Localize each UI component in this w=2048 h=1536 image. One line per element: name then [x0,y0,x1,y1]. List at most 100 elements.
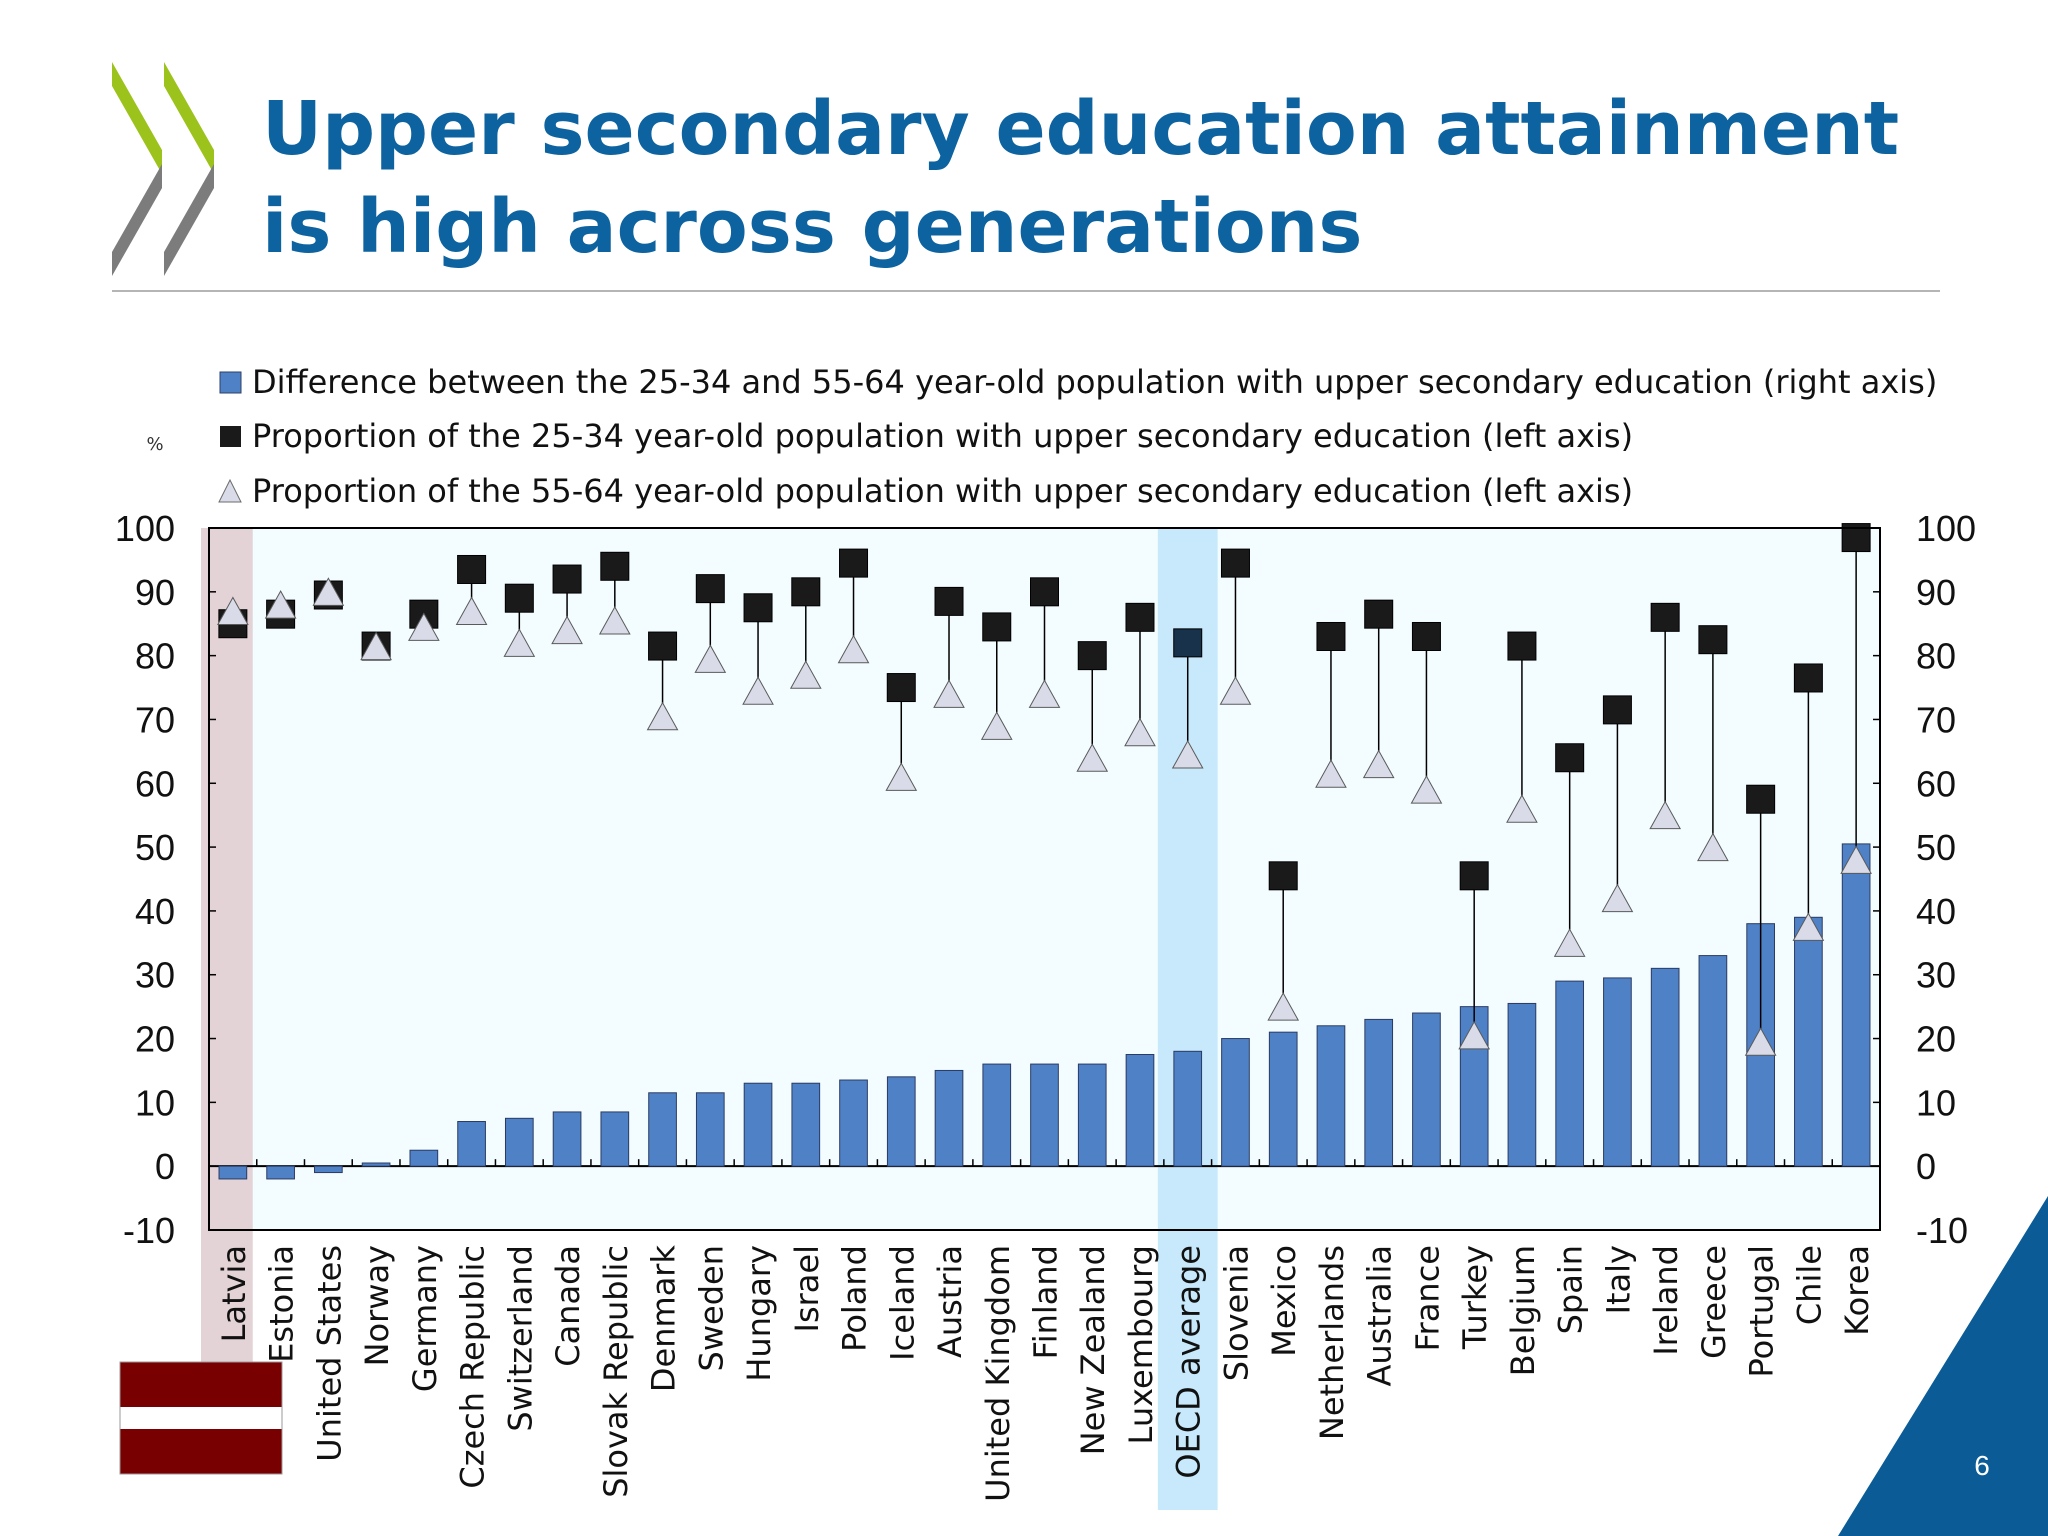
bar-difference [314,1165,343,1174]
category-label: Slovenia [1217,1245,1255,1381]
marker-age-25-34 [648,631,678,661]
bar-difference [886,1076,916,1167]
marker-age-55-64 [1219,676,1252,705]
category-label: Chile [1790,1245,1828,1325]
marker-age-25-34 [457,554,487,584]
marker-age-25-34 [743,593,773,623]
bar-difference [982,1063,1012,1167]
marker-age-55-64 [980,711,1013,740]
bar-difference [1221,1038,1250,1167]
marker-age-25-34 [934,586,964,616]
y-tick-label-left: 100 [115,508,175,549]
y-tick-label-left: 80 [135,636,175,677]
marker-age-25-34 [839,548,869,578]
marker-age-55-64 [742,676,774,705]
marker-age-55-64 [1792,912,1825,941]
legend-label-difference: Difference between the 25-34 and 55-64 y… [252,363,1937,401]
bar-difference [1077,1063,1107,1167]
marker-age-55-64 [933,679,965,708]
marker-age-55-64 [1362,749,1395,779]
bar-difference [1268,1031,1298,1167]
marker-age-25-34 [1698,625,1728,655]
bar-difference [1698,955,1728,1167]
bar-difference [1030,1063,1059,1167]
y-tick-label-right: -10 [1916,1210,1968,1251]
y-tick-label-right: 50 [1916,827,1956,868]
bar-difference [361,1162,391,1167]
plot-area: -10 -10 0 0 10 10 20 20 30 30 40 40 50 50 60 60 70 70 80 80… [115,508,1976,1510]
marker-age-25-34 [1316,621,1346,651]
marker-age-25-34 [1793,663,1823,693]
y-tick-label-right: 80 [1916,636,1956,677]
y-tick-label-right: 10 [1916,1082,1956,1123]
marker-age-25-34 [1077,641,1107,671]
legend-triangle-swatch [218,478,242,503]
marker-age-25-34 [1602,695,1632,725]
marker-age-55-64 [1267,992,1300,1021]
marker-age-25-34 [1030,577,1059,607]
y-tick-label-right: 30 [1916,955,1956,996]
y-tick-label-right: 40 [1916,891,1956,932]
marker-age-25-34 [982,612,1012,642]
bar-difference [1841,843,1871,1167]
marker-age-55-64 [694,644,727,673]
logo-chevron-grey-1 [112,164,162,276]
marker-age-55-64 [503,628,536,657]
y-tick-label-left: 50 [135,827,175,868]
marker-age-55-64 [1649,800,1682,830]
category-label: Hungary [740,1245,778,1382]
latvia-flag-white-stripe [120,1407,282,1429]
bar-difference [1507,1002,1537,1167]
marker-age-55-64 [217,596,249,625]
legend-square-swatch [220,426,241,447]
latvia-flag-border [119,1361,283,1475]
marker-age-55-64 [1076,743,1109,772]
marker-age-55-64 [646,701,679,731]
bar-difference [266,1165,295,1180]
percent-unit-label: % [146,434,163,455]
plot-frame [208,527,1881,1231]
y-tick-label-right: 0 [1916,1146,1936,1187]
marker-age-55-64 [360,631,392,661]
legend: Difference between the 25-34 and 55-64 y… [218,363,1937,510]
bar-difference [743,1082,773,1167]
bar-difference [791,1082,821,1167]
category-label: Mexico [1265,1245,1303,1357]
bar-difference [457,1121,486,1167]
category-label: United States [310,1245,348,1462]
marker-age-25-34 [1364,599,1394,629]
y-tick-label-left: 30 [135,955,175,996]
y-tick-label-right: 60 [1916,763,1956,804]
category-label: Sweden [692,1245,730,1371]
marker-age-55-64 [407,612,440,641]
category-label: Ireland [1647,1245,1685,1356]
marker-age-25-34 [791,577,821,607]
marker-age-55-64 [1124,717,1156,747]
category-label: Korea [1838,1245,1876,1336]
y-tick-label-right: 70 [1916,699,1956,740]
category-label: Poland [836,1245,874,1352]
category-label: Luxembourg [1122,1245,1160,1444]
bar-difference [218,1165,248,1180]
logo-chevron-grey-2 [164,164,214,276]
bar-difference [1555,980,1585,1167]
category-label: Portugal [1743,1245,1781,1378]
bar-difference [504,1117,534,1167]
marker-age-25-34 [695,574,725,604]
legend-bar-swatch [219,371,242,394]
category-label: Czech Republic [454,1245,492,1489]
bar-difference [1650,967,1680,1167]
category-label: Iceland [883,1245,921,1361]
category-label: OECD average [1170,1245,1208,1479]
category-label: Latvia [215,1245,253,1342]
marker-age-25-34 [1650,602,1680,632]
y-tick-label-left: 70 [135,699,175,740]
category-label: Netherlands [1313,1245,1351,1440]
bar-difference [648,1092,677,1167]
marker-age-55-64 [1315,759,1347,788]
marker-age-25-34 [600,551,630,581]
category-label: Austria [931,1245,969,1358]
category-label: Belgium [1504,1245,1542,1376]
marker-age-55-64 [1410,775,1443,804]
marker-age-55-64 [789,660,822,689]
